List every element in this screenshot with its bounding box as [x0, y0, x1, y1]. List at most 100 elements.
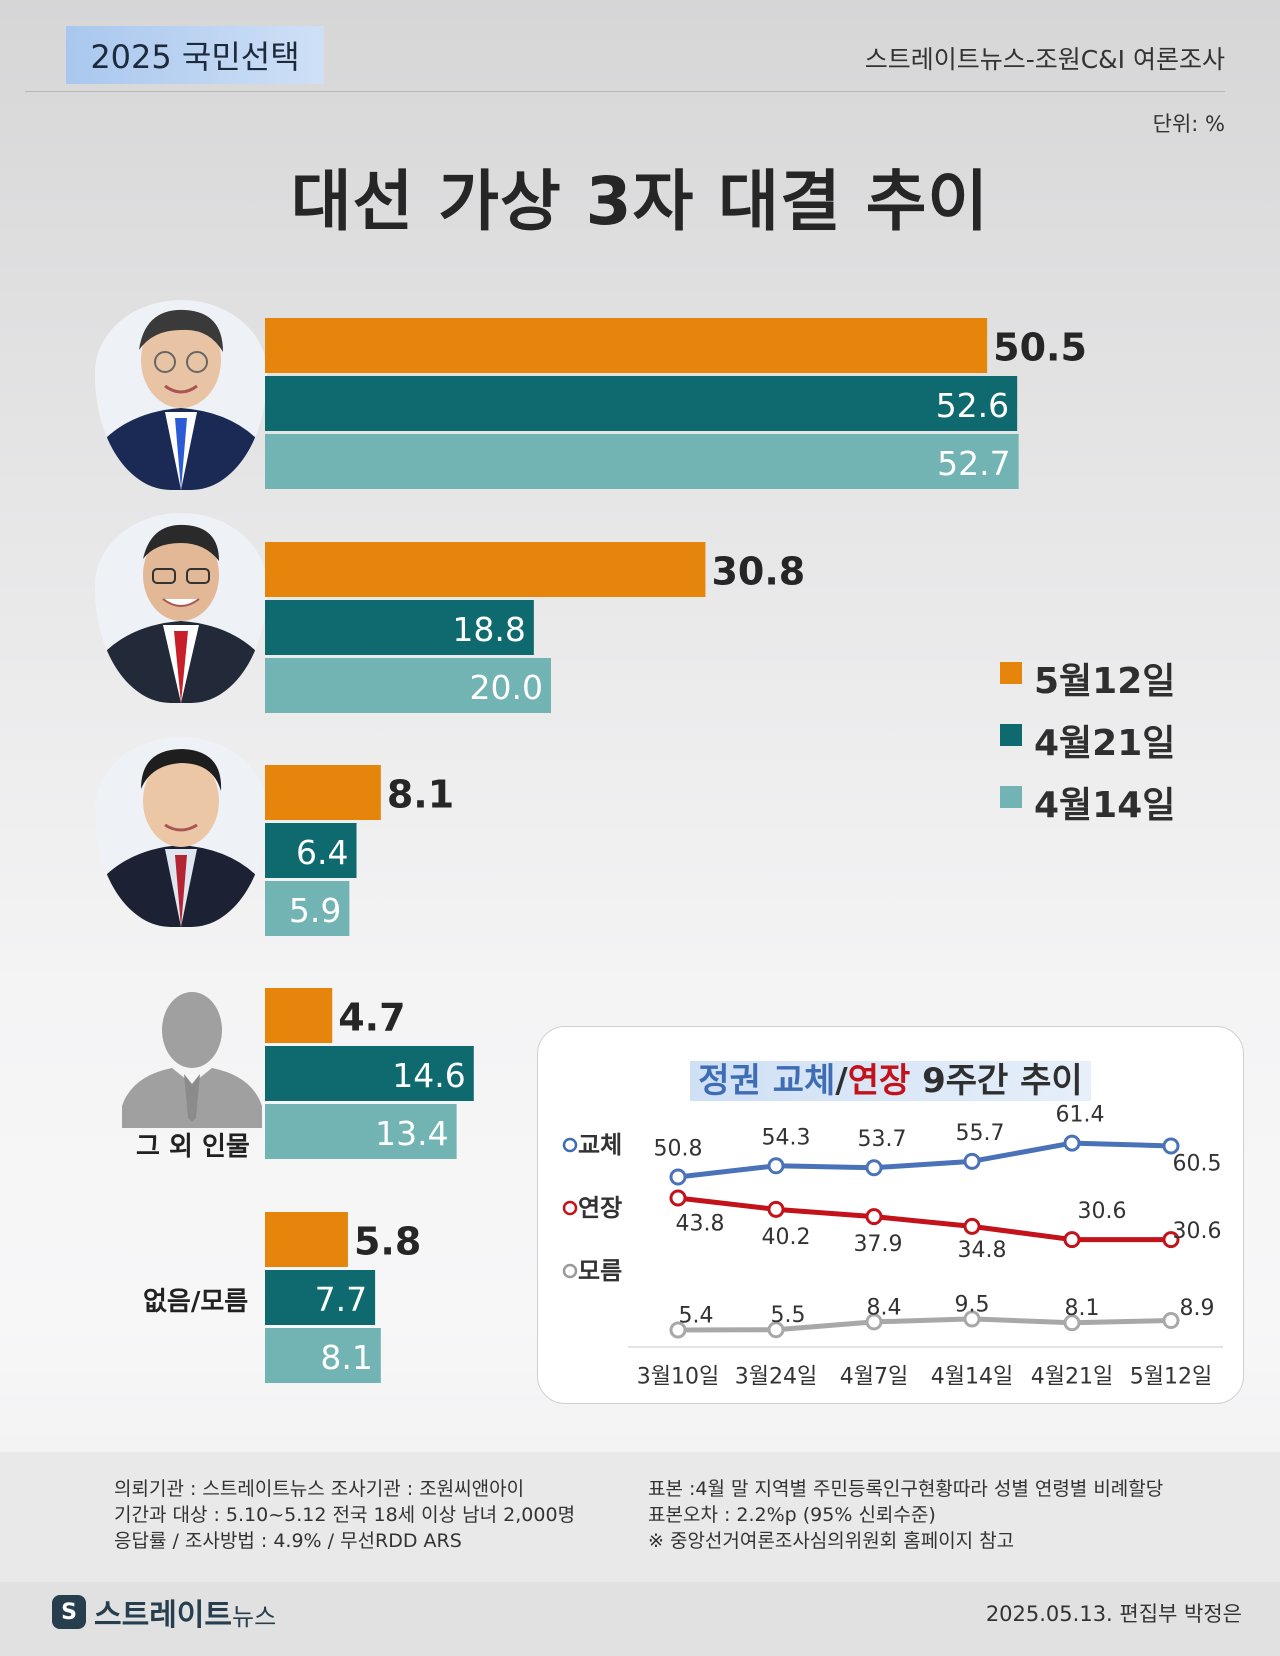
data-point	[1063, 1314, 1081, 1332]
bar-value-label: 18.8	[452, 610, 525, 649]
data-point	[865, 1159, 883, 1177]
data-label: 8.4	[867, 1295, 902, 1320]
bar	[265, 1046, 474, 1101]
logo-main: 스트레이트	[94, 1598, 232, 1633]
unit-label: 단위: %	[1152, 112, 1225, 136]
data-point	[1162, 1231, 1180, 1249]
data-label: 43.8	[676, 1212, 725, 1237]
x-tick-label: 3월24일	[735, 1365, 817, 1390]
data-point	[963, 1152, 981, 1170]
bar	[265, 1212, 348, 1267]
header-divider	[25, 91, 1225, 92]
data-point	[865, 1313, 883, 1331]
trend-title-highlight: 정권 교체/연장 9주간 추이	[690, 1061, 1091, 1101]
candidate-2-photo	[95, 513, 267, 703]
trend-title-slash: /	[835, 1061, 848, 1101]
data-label: 54.3	[762, 1125, 811, 1150]
bottom-bar	[0, 1582, 1280, 1656]
bar-value-label: 30.8	[711, 550, 805, 594]
data-label: 5.5	[771, 1303, 806, 1328]
x-tick-label: 4월7일	[840, 1365, 908, 1390]
note-line: 표본오차 : 2.2%p (95% 신뢰수준)	[648, 1504, 936, 1526]
data-label: 30.6	[1078, 1199, 1127, 1224]
data-point	[865, 1208, 883, 1226]
data-point	[767, 1200, 785, 1218]
notes-right: 표본 :4월 말 지역별 주민등록인구현황따라 성별 연령별 비례할당 표본오차…	[648, 1476, 1163, 1554]
candidate-3-photo	[95, 737, 267, 927]
bar	[265, 1328, 381, 1383]
data-label: 61.4	[1056, 1103, 1105, 1128]
note-line: 응답률 / 조사방법 : 4.9% / 무선RDD ARS	[114, 1530, 462, 1552]
data-label: 37.9	[854, 1232, 903, 1257]
data-point	[669, 1168, 687, 1186]
data-label: 5.4	[679, 1304, 714, 1329]
trend-panel: 정권 교체/연장 9주간 추이 50.8 54.3 53.7 55.7 61.4 60.5…	[537, 1026, 1244, 1404]
data-point	[669, 1189, 687, 1207]
data-point	[767, 1157, 785, 1175]
data-label: 40.2	[762, 1225, 811, 1250]
candidate-1-photo	[95, 300, 267, 490]
bar	[265, 1104, 457, 1159]
bar-value-label: 52.6	[936, 386, 1009, 425]
legend-swatch	[1000, 786, 1022, 808]
bar-chart: 50.5 52.6 52.7 30.8 18.8 20.0 8.1 6.4 5.9 4.7 14.6…	[265, 318, 1087, 1383]
logo-icon: S	[52, 1595, 86, 1629]
series-label: 연장	[578, 1194, 622, 1222]
notes-left: 의뢰기관 : 스트레이트뉴스 조사기관 : 조원씨앤아이 기간과 대상 : 5.…	[114, 1476, 575, 1554]
series-line	[677, 1316, 1172, 1333]
data-point	[1162, 1312, 1180, 1330]
bar-value-label: 7.7	[315, 1280, 367, 1319]
x-tick-label: 3월10일	[637, 1365, 719, 1390]
bar	[265, 881, 350, 936]
data-label: 53.7	[858, 1127, 907, 1152]
bar	[265, 600, 534, 655]
bar	[265, 434, 1019, 489]
trend-title-change: 정권 교체	[698, 1061, 836, 1101]
x-tick-label: 4월14일	[931, 1365, 1013, 1390]
label-none-unknown: 없음/모름	[143, 1287, 249, 1317]
bar-value-label: 13.4	[375, 1114, 448, 1153]
bar	[265, 376, 1018, 431]
trend-title: 정권 교체/연장 9주간 추이	[538, 1053, 1243, 1102]
byline: 2025.05.13. 편집부 박정은	[985, 1602, 1242, 1626]
x-tick-label: 4월21일	[1031, 1365, 1113, 1390]
legend-label: 5월12일	[1034, 661, 1176, 702]
bar-value-label: 20.0	[470, 668, 543, 707]
logo-sub: 뉴스	[232, 1603, 277, 1631]
series-line	[677, 1195, 1171, 1243]
series-marker-icon	[562, 1263, 578, 1279]
bar-value-label: 5.9	[289, 891, 341, 930]
bar	[265, 318, 988, 373]
data-point	[1063, 1134, 1081, 1152]
series-marker-icon	[562, 1137, 578, 1153]
bar	[265, 765, 381, 820]
note-line: 의뢰기관 : 스트레이트뉴스 조사기관 : 조원씨앤아이	[114, 1478, 525, 1500]
bar	[265, 823, 357, 878]
data-label: 55.7	[956, 1121, 1005, 1146]
anonymous-person-icon	[122, 992, 262, 1128]
bar	[265, 1270, 376, 1325]
trend-line-chart: 50.8 54.3 53.7 55.7 61.4 60.5 교체 43.8 40.2 37.9 34…	[562, 1103, 1223, 1390]
data-label: 30.6	[1173, 1219, 1222, 1244]
data-point	[963, 1217, 981, 1235]
legend-label: 4월21일	[1034, 723, 1176, 764]
survey-source: 스트레이트뉴스-조원C&I 여론조사	[864, 45, 1225, 74]
series-label: 교체	[578, 1131, 622, 1159]
data-label: 8.1	[1065, 1296, 1100, 1321]
logo-text: 스트레이트뉴스	[94, 1590, 276, 1634]
data-label: 50.8	[654, 1137, 703, 1162]
bar-value-label: 8.1	[387, 773, 454, 817]
data-label: 9.5	[955, 1292, 990, 1317]
note-line: 표본 :4월 말 지역별 주민등록인구현황따라 성별 연령별 비례할당	[648, 1478, 1164, 1500]
bar-value-label: 4.7	[338, 996, 405, 1040]
data-point	[963, 1310, 981, 1328]
bar	[265, 988, 333, 1043]
series-label: 모름	[578, 1257, 622, 1285]
legend-swatch	[1000, 662, 1022, 684]
bar-value-label: 14.6	[392, 1056, 465, 1095]
x-tick-label: 5월12일	[1130, 1365, 1212, 1390]
data-label: 34.8	[958, 1238, 1007, 1263]
bar-value-label: 52.7	[937, 444, 1010, 483]
note-line: 기간과 대상 : 5.10~5.12 전국 18세 이상 남녀 2,000명	[114, 1504, 576, 1526]
note-line: ※ 중앙선거여론조사심의위원회 홈페이지 참고	[648, 1530, 1015, 1552]
